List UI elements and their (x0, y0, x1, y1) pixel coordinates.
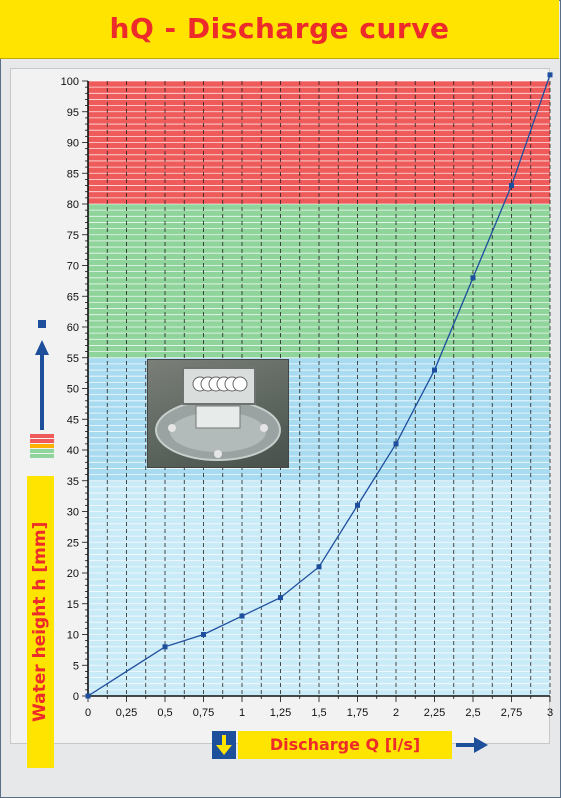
y-tick-label: 65 (67, 291, 79, 303)
series-line (87, 74, 551, 697)
data-point (201, 632, 206, 637)
up-arrow-icon (35, 320, 49, 430)
y-tick-label: 25 (67, 537, 79, 549)
y-tick-label: 95 (67, 107, 79, 119)
x-tick-label: 2,75 (501, 707, 522, 719)
x-tick-label: 0 (85, 707, 91, 719)
x-tick-label: 0,25 (116, 707, 137, 719)
band-legend (30, 434, 54, 458)
data-point (509, 183, 514, 189)
data-point (316, 564, 322, 570)
y-tick-label: 0 (73, 691, 79, 703)
y-tick-label: 35 (67, 476, 79, 488)
x-tick-label: 0,75 (193, 707, 214, 719)
series-discharge (85, 72, 553, 699)
down-arrow-icon (216, 735, 232, 755)
right-arrow-icon (456, 737, 488, 753)
x-tick-label: 3 (547, 707, 553, 719)
drain-image (155, 367, 281, 461)
title-bar (0, 0, 559, 59)
y-tick-label: 55 (67, 353, 79, 365)
y-tick-label: 5 (73, 660, 79, 672)
axes (82, 80, 551, 702)
data-point (278, 595, 283, 601)
y-tick-label: 60 (67, 322, 79, 334)
x-tick-label: 2,5 (465, 707, 480, 719)
x-tick-label: 2,25 (424, 707, 445, 719)
y-tick-label: 40 (67, 445, 79, 457)
data-point (85, 693, 91, 699)
y-tick-label: 45 (67, 414, 79, 426)
x-tick-label: 0,5 (157, 707, 172, 719)
x-tick-labels: 0 0,25 0,5 0,75 1 1,25 1,5 1,75 2 2,25 2,5 2,75 3 (85, 707, 553, 719)
vertical-gridlines (106, 81, 551, 696)
y-tick-label: 10 (67, 630, 79, 642)
y-tick-label: 80 (67, 199, 79, 211)
data-point (470, 275, 476, 281)
y-axis-label: Water height h [mm] (30, 521, 50, 723)
x-tick-label: 1,75 (347, 707, 368, 719)
x-axis-label: Discharge Q [l/s] (269, 735, 421, 754)
down-arrow-box (212, 731, 236, 759)
y-tick-label: 90 (67, 138, 79, 150)
y-tick-label: 15 (67, 599, 79, 611)
data-point (239, 613, 245, 619)
x-tick-label: 2 (393, 707, 399, 719)
x-axis-label-box (238, 731, 452, 759)
x-tick-label: 1,5 (311, 707, 326, 719)
y-tick-label: 50 (67, 384, 79, 396)
data-point (393, 441, 399, 447)
y-axis-label-box (27, 476, 54, 768)
y-tick-label: 30 (67, 507, 79, 519)
y-tick-label: 75 (67, 230, 79, 242)
x-tick-label: 1 (239, 707, 245, 719)
data-point (547, 72, 553, 78)
y-tick-labels: 0 5 10 15 20 25 30 35 40 45 50 55 60 65 70 75 80 85 90 95 10… (61, 76, 79, 703)
data-point (432, 367, 437, 373)
x-tick-label: 1,25 (270, 707, 291, 719)
data-point (355, 502, 360, 508)
data-point (162, 644, 168, 650)
page-title: hQ - Discharge curve (109, 12, 450, 45)
y-tick-label: 20 (67, 568, 79, 580)
y-tick-label: 70 (67, 261, 79, 273)
y-tick-label: 85 (67, 168, 79, 180)
product-photo (147, 359, 289, 468)
y-tick-label: 100 (61, 76, 79, 88)
